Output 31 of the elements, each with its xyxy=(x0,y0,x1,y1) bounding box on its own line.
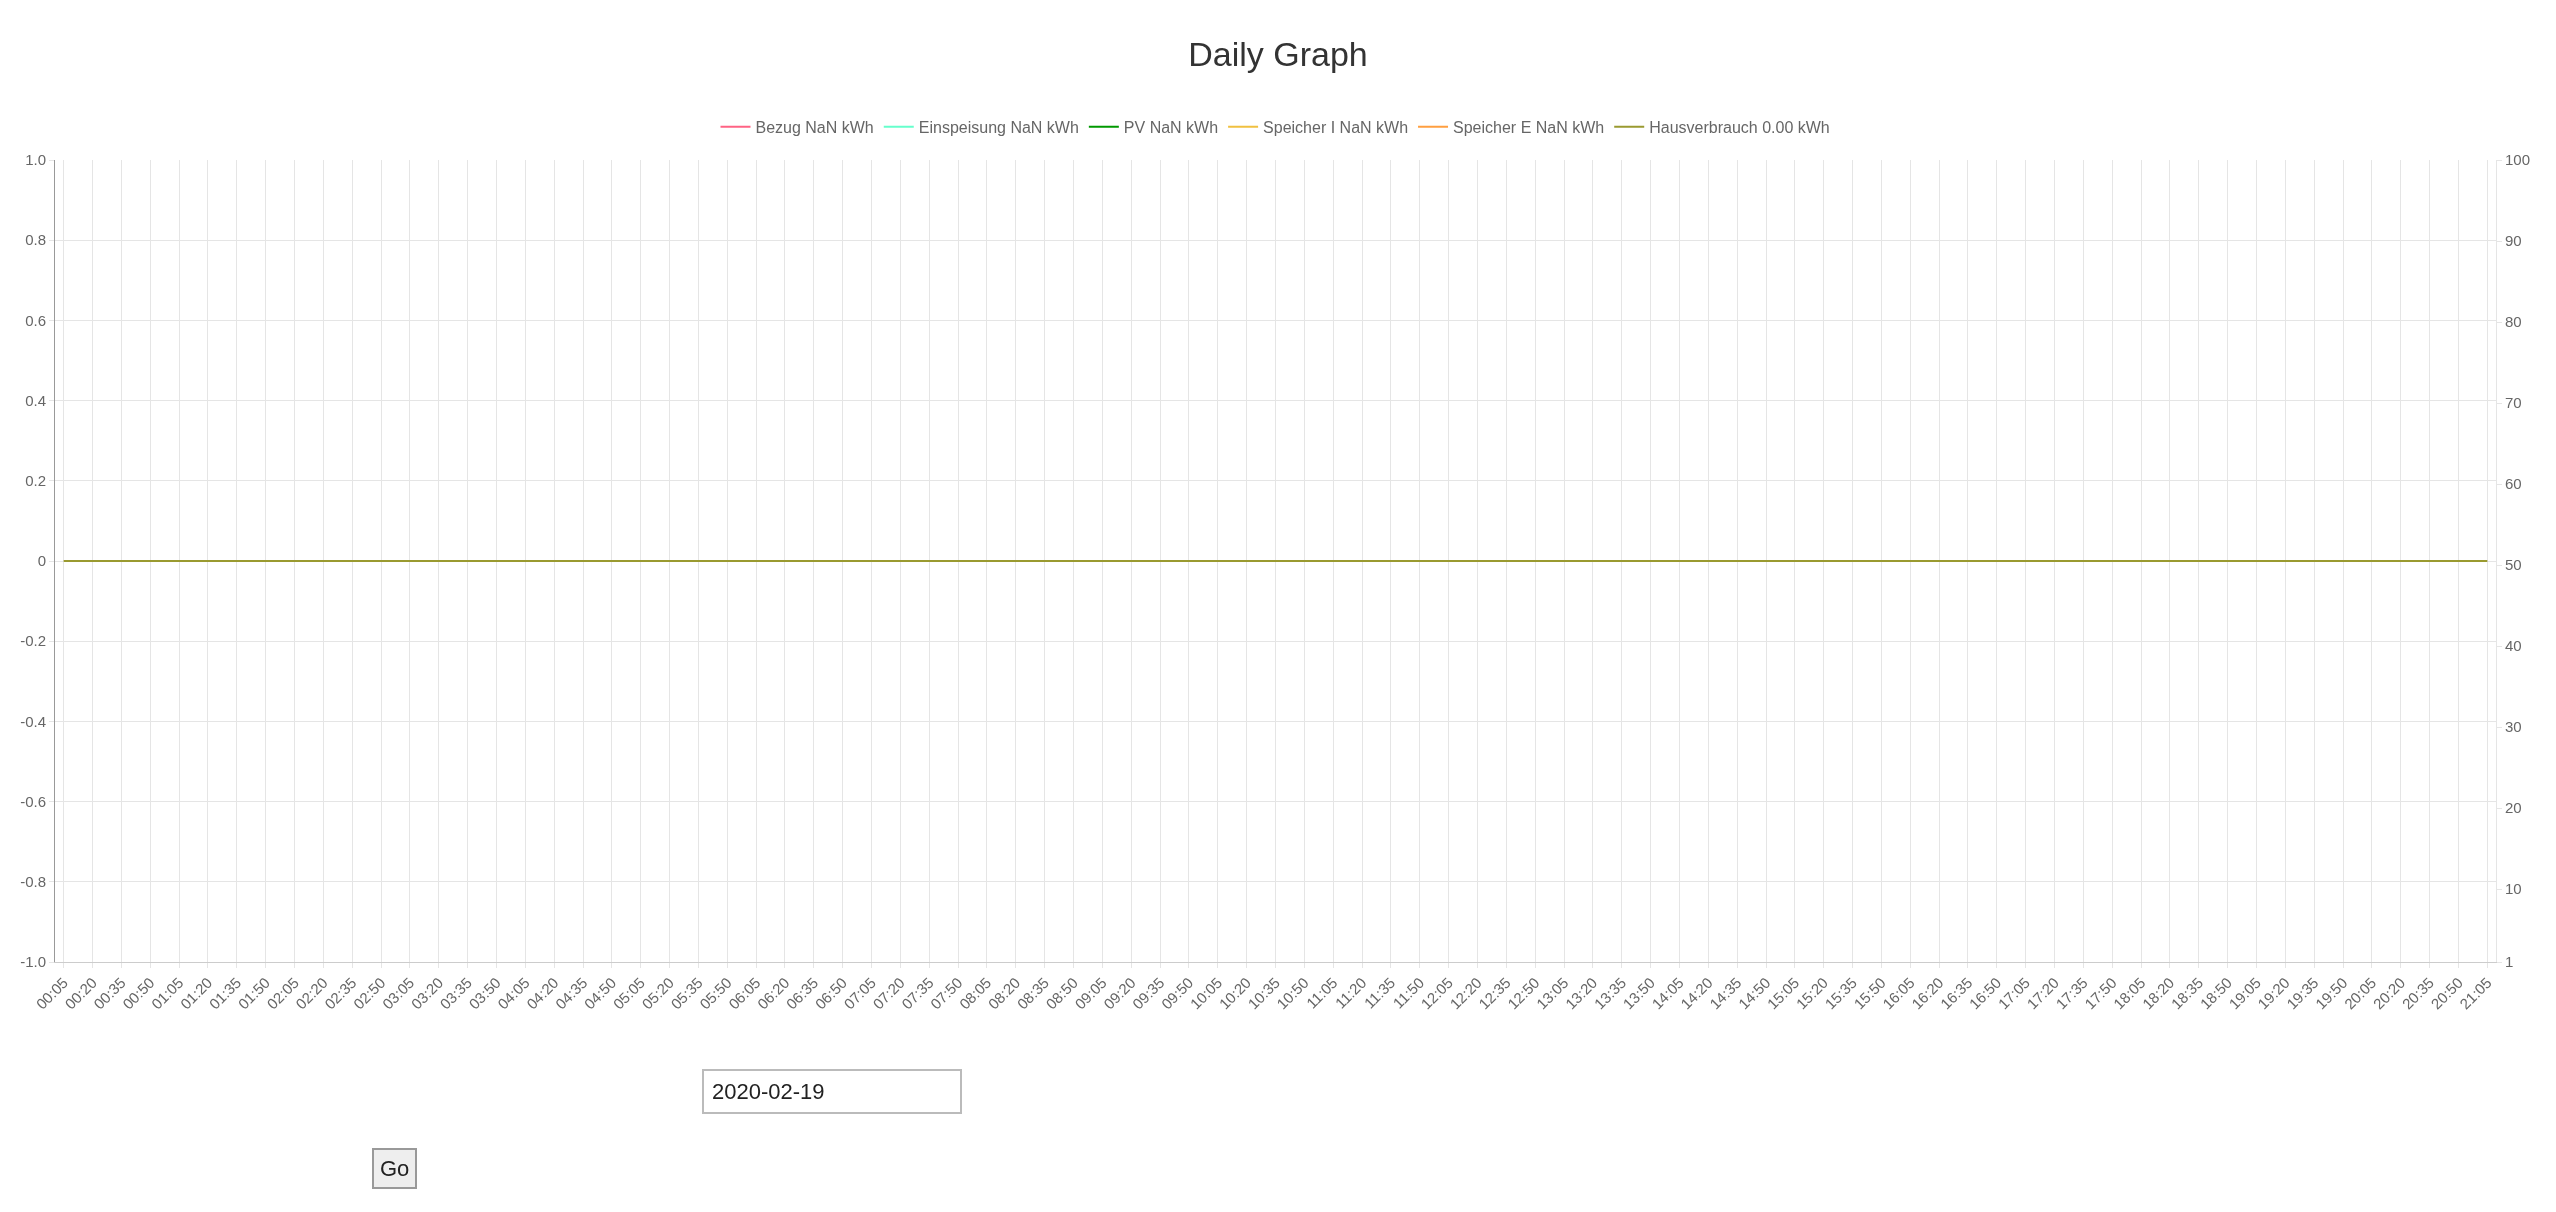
y-tick-label: 1.0 xyxy=(25,151,46,169)
chart-title: Daily Graph xyxy=(1188,35,1368,74)
y-tick-label: 0 xyxy=(37,552,46,570)
y2-tick-label: 20 xyxy=(2505,799,2522,817)
y-tick-label: -1.0 xyxy=(20,953,46,971)
y2-tick-label: 60 xyxy=(2505,475,2522,493)
text: Go xyxy=(380,1156,410,1181)
y-tick-label: -0.8 xyxy=(20,873,46,891)
legend-label: Bezug NaN kWh xyxy=(755,119,874,137)
y2-tick-label: 10 xyxy=(2505,880,2522,898)
y2-tick-label: 90 xyxy=(2505,232,2522,250)
legend-label: PV NaN kWh xyxy=(1123,119,1219,137)
y2-tick-label: 80 xyxy=(2505,313,2522,331)
y-tick-label: -0.6 xyxy=(20,792,46,810)
y2-tick-label: 1 xyxy=(2505,953,2514,971)
legend-label: Hausverbrauch 0.00 kWh xyxy=(1649,119,1830,137)
y2-tick-label: 30 xyxy=(2505,718,2522,736)
y2-tick-label: 50 xyxy=(2505,556,2522,574)
y2-tick-label: 100 xyxy=(2505,151,2531,169)
y-tick-label: 0.6 xyxy=(25,311,46,329)
y-tick-label: 0.4 xyxy=(25,391,46,409)
y2-tick-label: 40 xyxy=(2505,637,2522,655)
y-tick-label: 0.2 xyxy=(25,472,46,490)
legend-label: Speicher I NaN kWh xyxy=(1263,119,1409,137)
y-tick-label: 0.8 xyxy=(25,231,46,249)
y2-tick-label: 70 xyxy=(2505,394,2522,412)
y-tick-label: -0.2 xyxy=(20,632,46,650)
y-tick-label: -0.4 xyxy=(20,712,46,730)
legend-label: Speicher E NaN kWh xyxy=(1453,119,1605,137)
text: 2020-02-19 xyxy=(712,1079,825,1104)
legend-label: Einspeisung NaN kWh xyxy=(918,119,1079,137)
